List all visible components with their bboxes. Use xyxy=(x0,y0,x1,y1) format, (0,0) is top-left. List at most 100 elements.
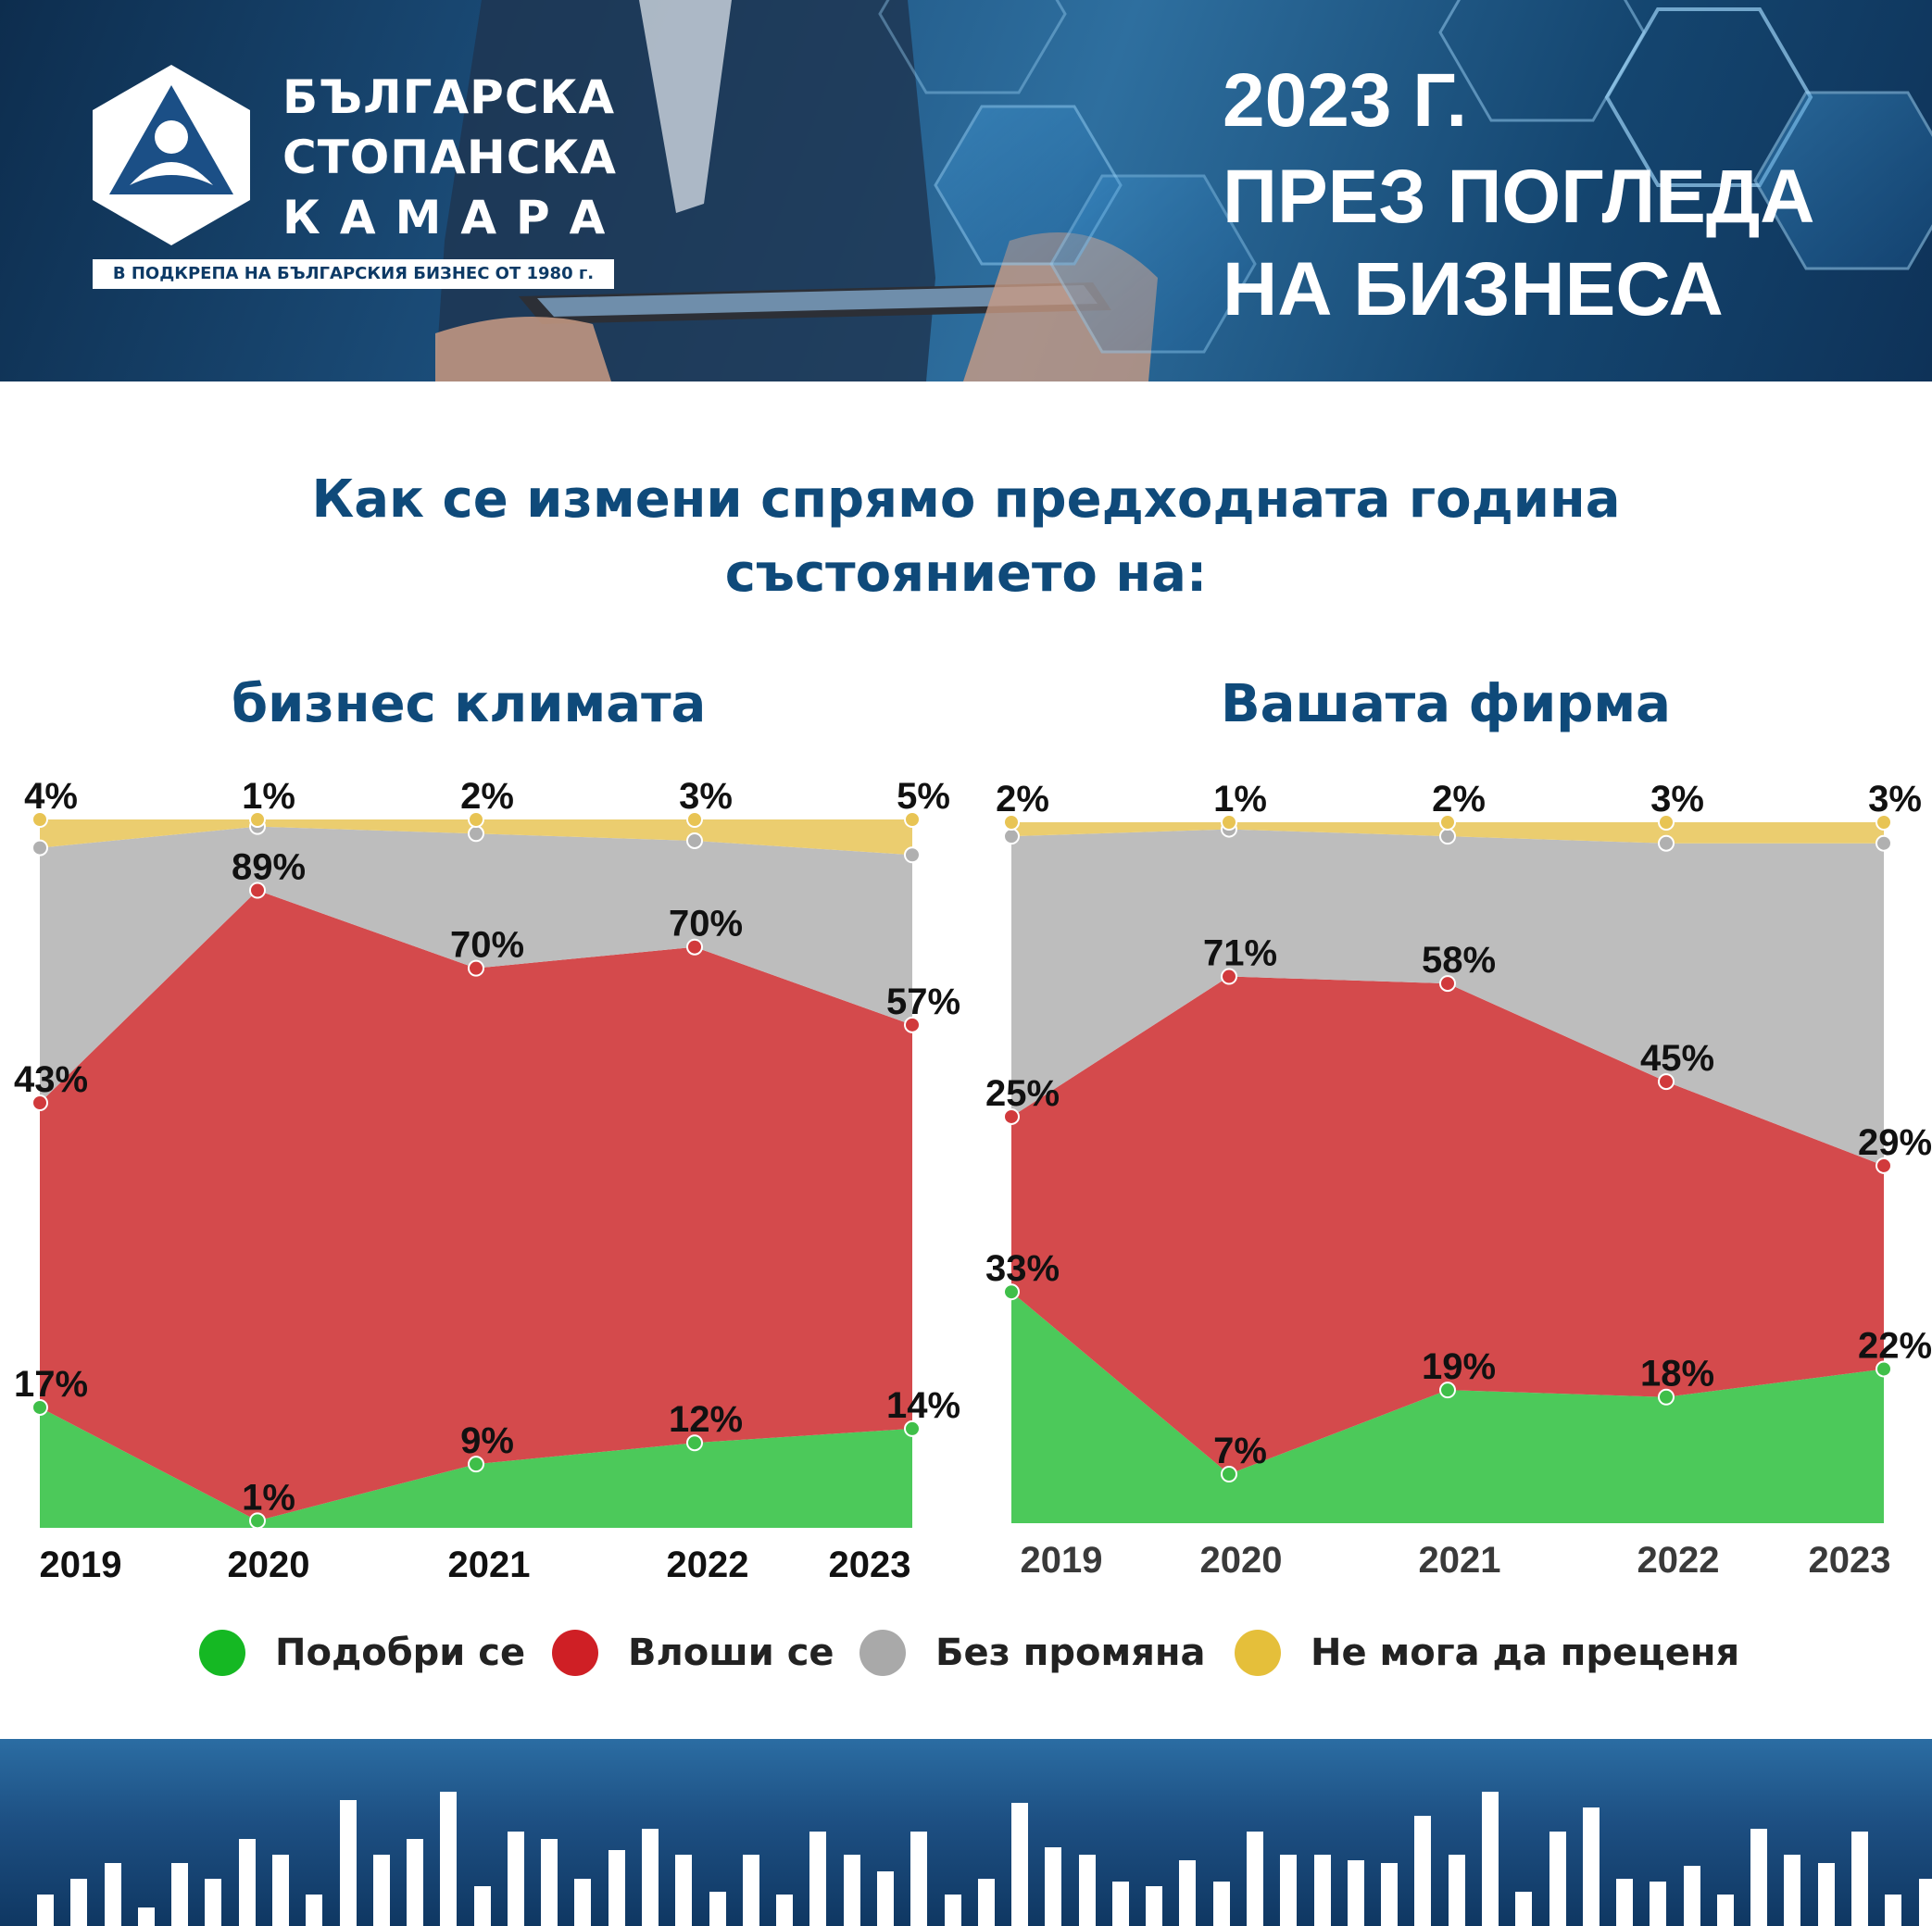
marker-unchanged-2023-chart1 xyxy=(904,846,921,864)
marker-unchanged-2019-chart1 xyxy=(31,839,48,857)
header-title-line2: ПРЕЗ ПОГЛЕДА xyxy=(1223,155,1815,239)
footer-bar xyxy=(1449,1855,1465,1926)
org-name-line3: КАМАРА xyxy=(282,191,625,244)
survey-question-line1: Как се измени спрямо предходната година xyxy=(311,469,1621,530)
data-label-worsened-2021-chart2: 58% xyxy=(1422,940,1496,981)
x-tick-2022-chart1: 2022 xyxy=(667,1545,749,1585)
marker-improved-2019-chart1 xyxy=(31,1398,48,1416)
data-label-worsened-2021-chart1: 70% xyxy=(450,925,524,966)
footer-bar xyxy=(1482,1792,1499,1926)
org-tagline: В ПОДКРЕПА НА БЪЛГАРСКИЯ БИЗНЕС ОТ 1980 … xyxy=(93,259,614,289)
marker-improved-2021-chart1 xyxy=(468,1456,484,1473)
marker-worsened-2021-chart1 xyxy=(468,959,484,977)
data-label-cannot-judge-2022-chart2: 3% xyxy=(1650,779,1704,819)
footer-bar-pattern xyxy=(37,1792,1932,1926)
footer-bar xyxy=(809,1832,826,1926)
data-label-cannot-judge-2020-chart1: 1% xyxy=(242,776,295,817)
data-label-improved-2023-chart1: 14% xyxy=(886,1385,960,1426)
footer-bar xyxy=(1146,1886,1162,1926)
footer-bar xyxy=(373,1855,390,1926)
footer-bar xyxy=(1414,1816,1431,1926)
footer-bar xyxy=(70,1879,87,1926)
footer-bar xyxy=(1179,1860,1196,1926)
marker-improved-2020-chart1 xyxy=(249,1512,266,1530)
stacked-area-charts: 17% 1% 9% 12% 14% 43% 89% 70% 70% 57% 4% 1% 2% 3% 5% 20… xyxy=(14,776,1932,1585)
marker-worsened-2021-chart2 xyxy=(1439,975,1456,993)
footer-bar xyxy=(1314,1855,1331,1926)
x-tick-2022-chart2: 2022 xyxy=(1637,1540,1720,1581)
footer-bar xyxy=(1348,1860,1364,1926)
marker-worsened-2019-chart1 xyxy=(31,1094,48,1111)
footer-bar xyxy=(1885,1895,1901,1926)
footer-bar xyxy=(1280,1855,1297,1926)
marker-improved-2022-chart1 xyxy=(686,1434,703,1452)
data-label-worsened-2019-chart2: 25% xyxy=(985,1073,1060,1114)
legend-item-unchanged: Без промяна xyxy=(859,1625,1206,1681)
area-worsened-chart2 xyxy=(1011,976,1884,1475)
footer-bar xyxy=(1045,1847,1061,1926)
header-banner: БЪЛГАРСКА СТОПАНСКА КАМАРА В ПОДКРЕПА НА… xyxy=(0,0,1932,381)
footer-bar xyxy=(306,1895,322,1926)
legend-dot-worsened xyxy=(552,1630,598,1676)
org-name-line2: СТОПАНСКА xyxy=(282,131,617,184)
legend-dot-cannot-judge xyxy=(1235,1630,1281,1676)
footer-banner xyxy=(0,1739,1932,1926)
marker-cannot-judge-2023-chart1 xyxy=(904,811,921,828)
chart-title-your-company: Вашата фирма xyxy=(1221,674,1671,734)
footer-bar xyxy=(1784,1855,1800,1926)
chart-title-business-climate: бизнес климата xyxy=(232,674,707,734)
survey-question: Как се измени спрямо предходната година … xyxy=(0,463,1932,611)
x-tick-2021-chart2: 2021 xyxy=(1419,1540,1501,1581)
data-label-worsened-2023-chart2: 29% xyxy=(1858,1122,1932,1163)
data-label-cannot-judge-2021-chart2: 2% xyxy=(1432,779,1486,819)
marker-cannot-judge-2019-chart1 xyxy=(31,811,48,828)
footer-bar xyxy=(508,1832,524,1926)
marker-improved-2020-chart2 xyxy=(1221,1466,1237,1483)
bsk-logo xyxy=(93,65,250,245)
marker-improved-2023-chart1 xyxy=(904,1419,921,1437)
marker-worsened-2022-chart1 xyxy=(686,938,703,956)
marker-unchanged-2019-chart2 xyxy=(1003,828,1020,845)
header-title-line1: 2023 Г. xyxy=(1223,58,1468,143)
footer-bar xyxy=(37,1895,54,1926)
data-label-improved-2021-chart1: 9% xyxy=(460,1420,514,1461)
footer-bar xyxy=(1851,1832,1868,1926)
footer-bar xyxy=(1919,1879,1932,1926)
x-tick-2023-chart1: 2023 xyxy=(829,1545,911,1585)
footer-bar xyxy=(1650,1882,1666,1926)
x-tick-2019-chart2: 2019 xyxy=(1021,1540,1103,1581)
footer-bar xyxy=(1818,1863,1835,1926)
marker-improved-2023-chart2 xyxy=(1876,1360,1892,1378)
data-label-worsened-2019-chart1: 43% xyxy=(14,1059,88,1100)
footer-bar xyxy=(877,1871,894,1926)
footer-bar xyxy=(709,1892,726,1926)
footer-bar xyxy=(340,1800,357,1926)
marker-worsened-2020-chart2 xyxy=(1221,968,1237,985)
data-label-cannot-judge-2019-chart1: 4% xyxy=(24,776,78,817)
org-name-line1: БЪЛГАРСКА xyxy=(282,70,616,124)
data-label-improved-2022-chart2: 18% xyxy=(1640,1354,1714,1394)
footer-bar xyxy=(1750,1829,1767,1926)
marker-worsened-2020-chart1 xyxy=(249,882,266,899)
marker-cannot-judge-2023-chart2 xyxy=(1876,814,1892,831)
footer-bar xyxy=(608,1850,625,1926)
footer-bar xyxy=(1011,1803,1028,1926)
data-label-improved-2019-chart2: 33% xyxy=(985,1248,1060,1289)
marker-improved-2021-chart2 xyxy=(1439,1382,1456,1399)
footer-bar xyxy=(844,1855,860,1926)
x-tick-2020-chart2: 2020 xyxy=(1200,1540,1283,1581)
legend-item-improved: Подобри се xyxy=(199,1625,525,1681)
marker-unchanged-2023-chart2 xyxy=(1876,834,1892,852)
data-label-cannot-judge-2023-chart1: 5% xyxy=(897,776,950,817)
footer-bar xyxy=(1684,1866,1700,1926)
footer-bar xyxy=(272,1855,289,1926)
data-label-worsened-2020-chart2: 71% xyxy=(1203,933,1277,974)
footer-bar xyxy=(407,1839,423,1926)
footer-bar xyxy=(440,1792,457,1926)
legend-label-cannot-judge: Не мога да преценя xyxy=(1311,1632,1740,1674)
data-label-cannot-judge-2020-chart2: 1% xyxy=(1213,779,1267,819)
footer-bar xyxy=(642,1829,659,1926)
marker-worsened-2023-chart1 xyxy=(904,1016,921,1033)
data-label-improved-2021-chart2: 19% xyxy=(1422,1346,1496,1387)
data-label-worsened-2023-chart1: 57% xyxy=(886,982,960,1022)
